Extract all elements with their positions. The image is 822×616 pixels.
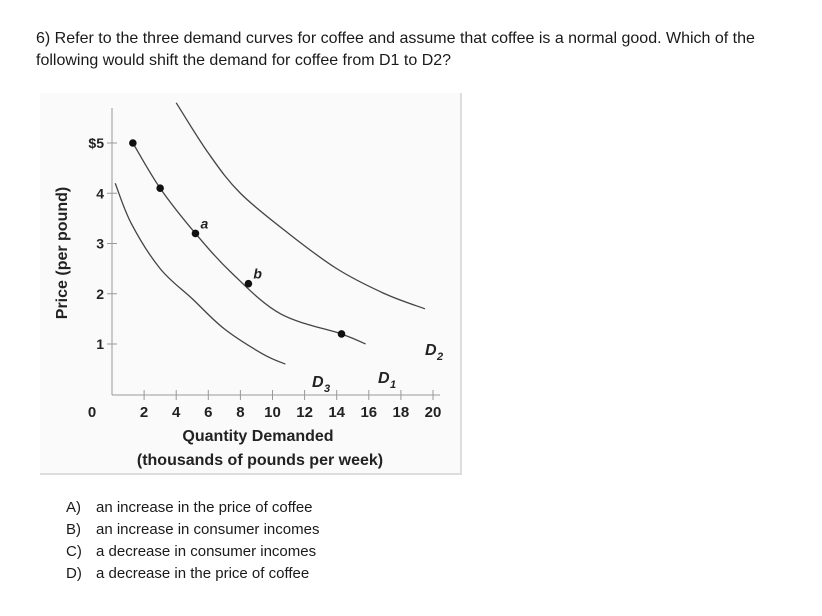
point-label-b: b — [253, 266, 262, 282]
data-point — [156, 184, 164, 193]
x-tick-label: 8 — [236, 404, 244, 421]
x-tick-label: 4 — [172, 404, 181, 421]
x-tick-label: 10 — [264, 404, 281, 421]
question-text: 6) Refer to the three demand curves for … — [36, 30, 755, 69]
demand-curve-d3 — [114, 182, 286, 365]
x-tick-label: 20 — [425, 404, 442, 421]
choice-text: a decrease in consumer incomes — [96, 543, 317, 560]
x-tick-label: 16 — [360, 404, 377, 421]
choice-text: an increase in the price of coffee — [96, 499, 313, 516]
choice-text: an increase in consumer incomes — [96, 521, 320, 538]
choice-letter: C) — [66, 543, 82, 560]
answer-choices: A) an increase in the price of coffee B) a… — [66, 497, 319, 585]
x-axis-title: Quantity Demanded — [182, 428, 333, 445]
point-label-a: a — [200, 215, 208, 231]
choice-letter: A) — [66, 499, 81, 516]
y-axis-title: Price (per pound) — [54, 187, 71, 319]
y-tick-label: $5 — [88, 135, 104, 151]
y-tick-label: 4 — [96, 185, 104, 201]
demand-curves-figure: $5 4 3 2 1 2 4 6 8 10 12 14 16 18 20 0 Quantity Demanded… — [40, 93, 462, 475]
choice-c[interactable]: C) a decrease in consumer incomes — [66, 541, 319, 563]
choice-letter: D) — [66, 565, 82, 582]
data-point — [244, 279, 253, 288]
demand-curve-d2 — [175, 102, 426, 310]
choice-letter: B) — [66, 521, 81, 538]
y-tick-label: 2 — [96, 286, 104, 302]
x-tick-label: 18 — [393, 404, 410, 421]
curve-label-d3: D — [312, 374, 324, 391]
curve-label-d2: D — [425, 342, 437, 359]
x-tick-label: 2 — [140, 404, 148, 421]
choice-a[interactable]: A) an increase in the price of coffee — [66, 497, 319, 519]
y-tick-label: 1 — [96, 336, 104, 352]
curve-label-subscript: 2 — [436, 351, 443, 363]
choice-d[interactable]: D) a decrease in the price of coffee — [66, 563, 319, 585]
x-tick-label: 12 — [296, 404, 313, 421]
demand-curve-d1 — [132, 142, 366, 345]
data-point — [191, 229, 200, 238]
choice-b[interactable]: B) an increase in consumer incomes — [66, 519, 319, 541]
choice-text: a decrease in the price of coffee — [96, 565, 310, 582]
curve-label-subscript: 1 — [390, 379, 396, 391]
x-tick-label: 6 — [204, 404, 212, 421]
y-tick-label: 3 — [96, 236, 104, 252]
data-point — [129, 139, 137, 147]
origin-label: 0 — [88, 404, 96, 421]
curve-label-subscript: 3 — [324, 383, 330, 395]
data-point — [337, 330, 346, 338]
x-tick-label: 14 — [328, 404, 345, 421]
x-axis-subtitle: (thousands of pounds per week) — [137, 452, 383, 469]
curve-label-d1: D — [378, 370, 390, 387]
